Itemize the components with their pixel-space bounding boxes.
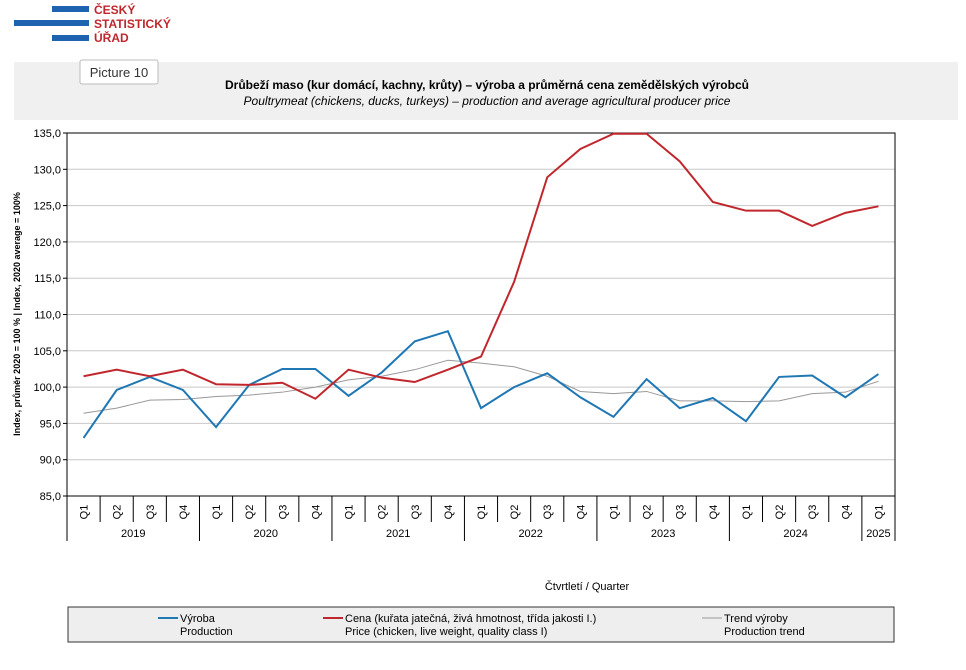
x-tick-label: Q3 [807, 505, 819, 520]
y-tick-label: 105,0 [33, 346, 61, 358]
x-tick-label: Q4 [178, 505, 190, 520]
y-axis-label: Index, průměr 2020 = 100 % | Index, 2020… [12, 192, 22, 436]
year-label: 2023 [651, 528, 675, 540]
chart-subtitle: Poultrymeat (chickens, ducks, turkeys) –… [244, 94, 731, 108]
legend-label: Price (chicken, live weight, quality cla… [345, 626, 547, 638]
y-tick-label: 135,0 [33, 128, 61, 140]
x-tick-label: Q1 [211, 505, 223, 520]
x-tick-label: Q3 [675, 505, 687, 520]
x-tick-label: Q2 [244, 505, 256, 520]
year-label: 2021 [386, 528, 410, 540]
x-tick-label: Q2 [774, 505, 786, 520]
y-tick-label: 100,0 [33, 382, 61, 394]
x-tick-label: Q4 [575, 505, 587, 520]
year-label: 2022 [518, 528, 542, 540]
x-tick-label: Q1 [741, 505, 753, 520]
series-line [82, 329, 880, 439]
logo-bar [14, 20, 89, 26]
x-tick-label: Q4 [708, 505, 720, 520]
x-tick-label: Q4 [840, 505, 852, 520]
series-line [83, 132, 879, 400]
logo-text: ÚŘAD [94, 30, 129, 45]
legend-label: Production [180, 626, 233, 638]
x-tick-label: Q1 [873, 505, 885, 520]
x-tick-label: Q1 [608, 505, 620, 520]
x-tick-label: Q3 [542, 505, 554, 520]
x-tick-label: Q1 [476, 505, 488, 520]
picture-label: Picture 10 [90, 65, 149, 80]
y-tick-label: 125,0 [33, 201, 61, 213]
logo-text: ČESKÝ [94, 2, 135, 17]
x-tick-label: Q4 [443, 505, 455, 520]
year-label: 2019 [121, 528, 145, 540]
chart-title: Drůbeží maso (kur domácí, kachny, krůty)… [225, 78, 749, 92]
year-label: 2020 [253, 528, 277, 540]
year-label: 2024 [783, 528, 807, 540]
y-tick-label: 95,0 [40, 418, 61, 430]
x-tick-label: Q2 [642, 505, 654, 520]
x-tick-label: Q1 [79, 505, 91, 520]
y-tick-label: 130,0 [33, 164, 61, 176]
plot-frame [66, 132, 896, 497]
x-tick-label: Q1 [344, 505, 356, 520]
header-band [14, 62, 958, 120]
picture-label-box [79, 59, 159, 85]
legend-label: Trend výroby [724, 613, 788, 625]
logo-bar [52, 35, 89, 41]
series-line [83, 359, 879, 414]
y-tick-label: 90,0 [40, 455, 61, 467]
legend-label: Výroba [180, 613, 216, 625]
x-tick-label: Q3 [277, 505, 289, 520]
y-tick-label: 85,0 [40, 491, 61, 503]
logo-bar [52, 6, 89, 12]
x-tick-label: Q2 [509, 505, 521, 520]
legend-label: Production trend [724, 626, 805, 638]
x-tick-label: Q3 [410, 505, 422, 520]
year-label: 2025 [866, 528, 890, 540]
legend-box [67, 606, 895, 643]
x-tick-label: Q3 [145, 505, 157, 520]
x-tick-label: Q2 [112, 505, 124, 520]
x-tick-label: Q2 [377, 505, 389, 520]
legend-label: Cena (kuřata jatečná, živá hmotnost, tří… [345, 613, 596, 625]
y-tick-label: 110,0 [34, 310, 61, 322]
logo-text: STATISTICKÝ [94, 16, 171, 31]
x-tick-label: Q4 [310, 505, 322, 520]
y-tick-label: 120,0 [33, 237, 61, 249]
x-axis-label: Čtvrtletí / Quarter [545, 580, 630, 593]
y-tick-label: 115,0 [34, 273, 61, 285]
